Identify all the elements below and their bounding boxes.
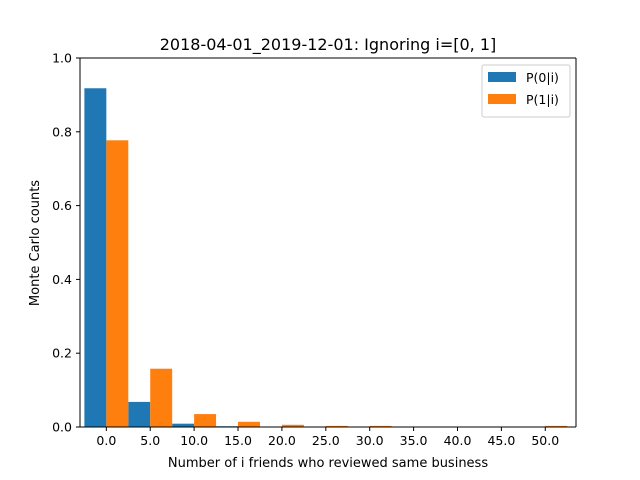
bar-p1i-6	[369, 425, 392, 427]
bar-p1i-10	[545, 425, 568, 427]
bars-layer	[84, 88, 568, 428]
x-tick-label: 50.0	[531, 433, 559, 448]
y-tick-label: 0.4	[52, 272, 72, 287]
x-tick-label: 15.0	[224, 433, 252, 448]
x-axis-label: Number of i friends who reviewed same bu…	[168, 456, 488, 471]
x-tick-label: 40.0	[444, 433, 472, 448]
bar-p1i-2	[194, 414, 217, 427]
bar-p1i-3	[238, 421, 260, 427]
legend-swatch	[488, 94, 516, 104]
legend-entry-label: P(1|i)	[526, 92, 559, 107]
x-tick-label: 10.0	[180, 433, 208, 448]
bar-p0i-2	[172, 423, 195, 427]
y-tick-label: 0.0	[52, 420, 72, 435]
x-tick-label: 20.0	[268, 433, 296, 448]
x-tick-label: 5.0	[140, 433, 160, 448]
y-tick-label: 0.2	[52, 346, 72, 361]
x-tick-label: 35.0	[400, 433, 428, 448]
y-tick-label: 0.8	[52, 124, 72, 139]
y-axis-label: Monte Carlo counts	[28, 180, 43, 306]
bar-p1i-1	[150, 368, 173, 427]
x-tick-label: 25.0	[312, 433, 340, 448]
bar-p0i-0	[84, 88, 107, 427]
y-tick-label: 0.6	[52, 198, 72, 213]
chart-title: 2018-04-01_2019-12-01: Ignoring i=[0, 1]	[160, 35, 497, 55]
legend: P(0|i) P(1|i)	[481, 64, 571, 118]
bar-p0i-1	[128, 401, 151, 427]
bar-p1i-0	[106, 140, 129, 428]
bar-p1i-5	[325, 425, 348, 427]
x-tick-label: 45.0	[487, 433, 515, 448]
legend-swatch	[488, 72, 516, 82]
axes-layer: 0.0 5.0 10.0 15.0 20.0 25.0 30.0 35.0 40.0 45.0 50…	[52, 51, 577, 448]
x-tick-label: 30.0	[356, 433, 384, 448]
bar-p1i-4	[281, 424, 304, 427]
x-tick-label: 0.0	[96, 433, 116, 448]
legend-entry-label: P(0|i)	[526, 70, 559, 85]
y-tick-label: 1.0	[52, 51, 72, 66]
